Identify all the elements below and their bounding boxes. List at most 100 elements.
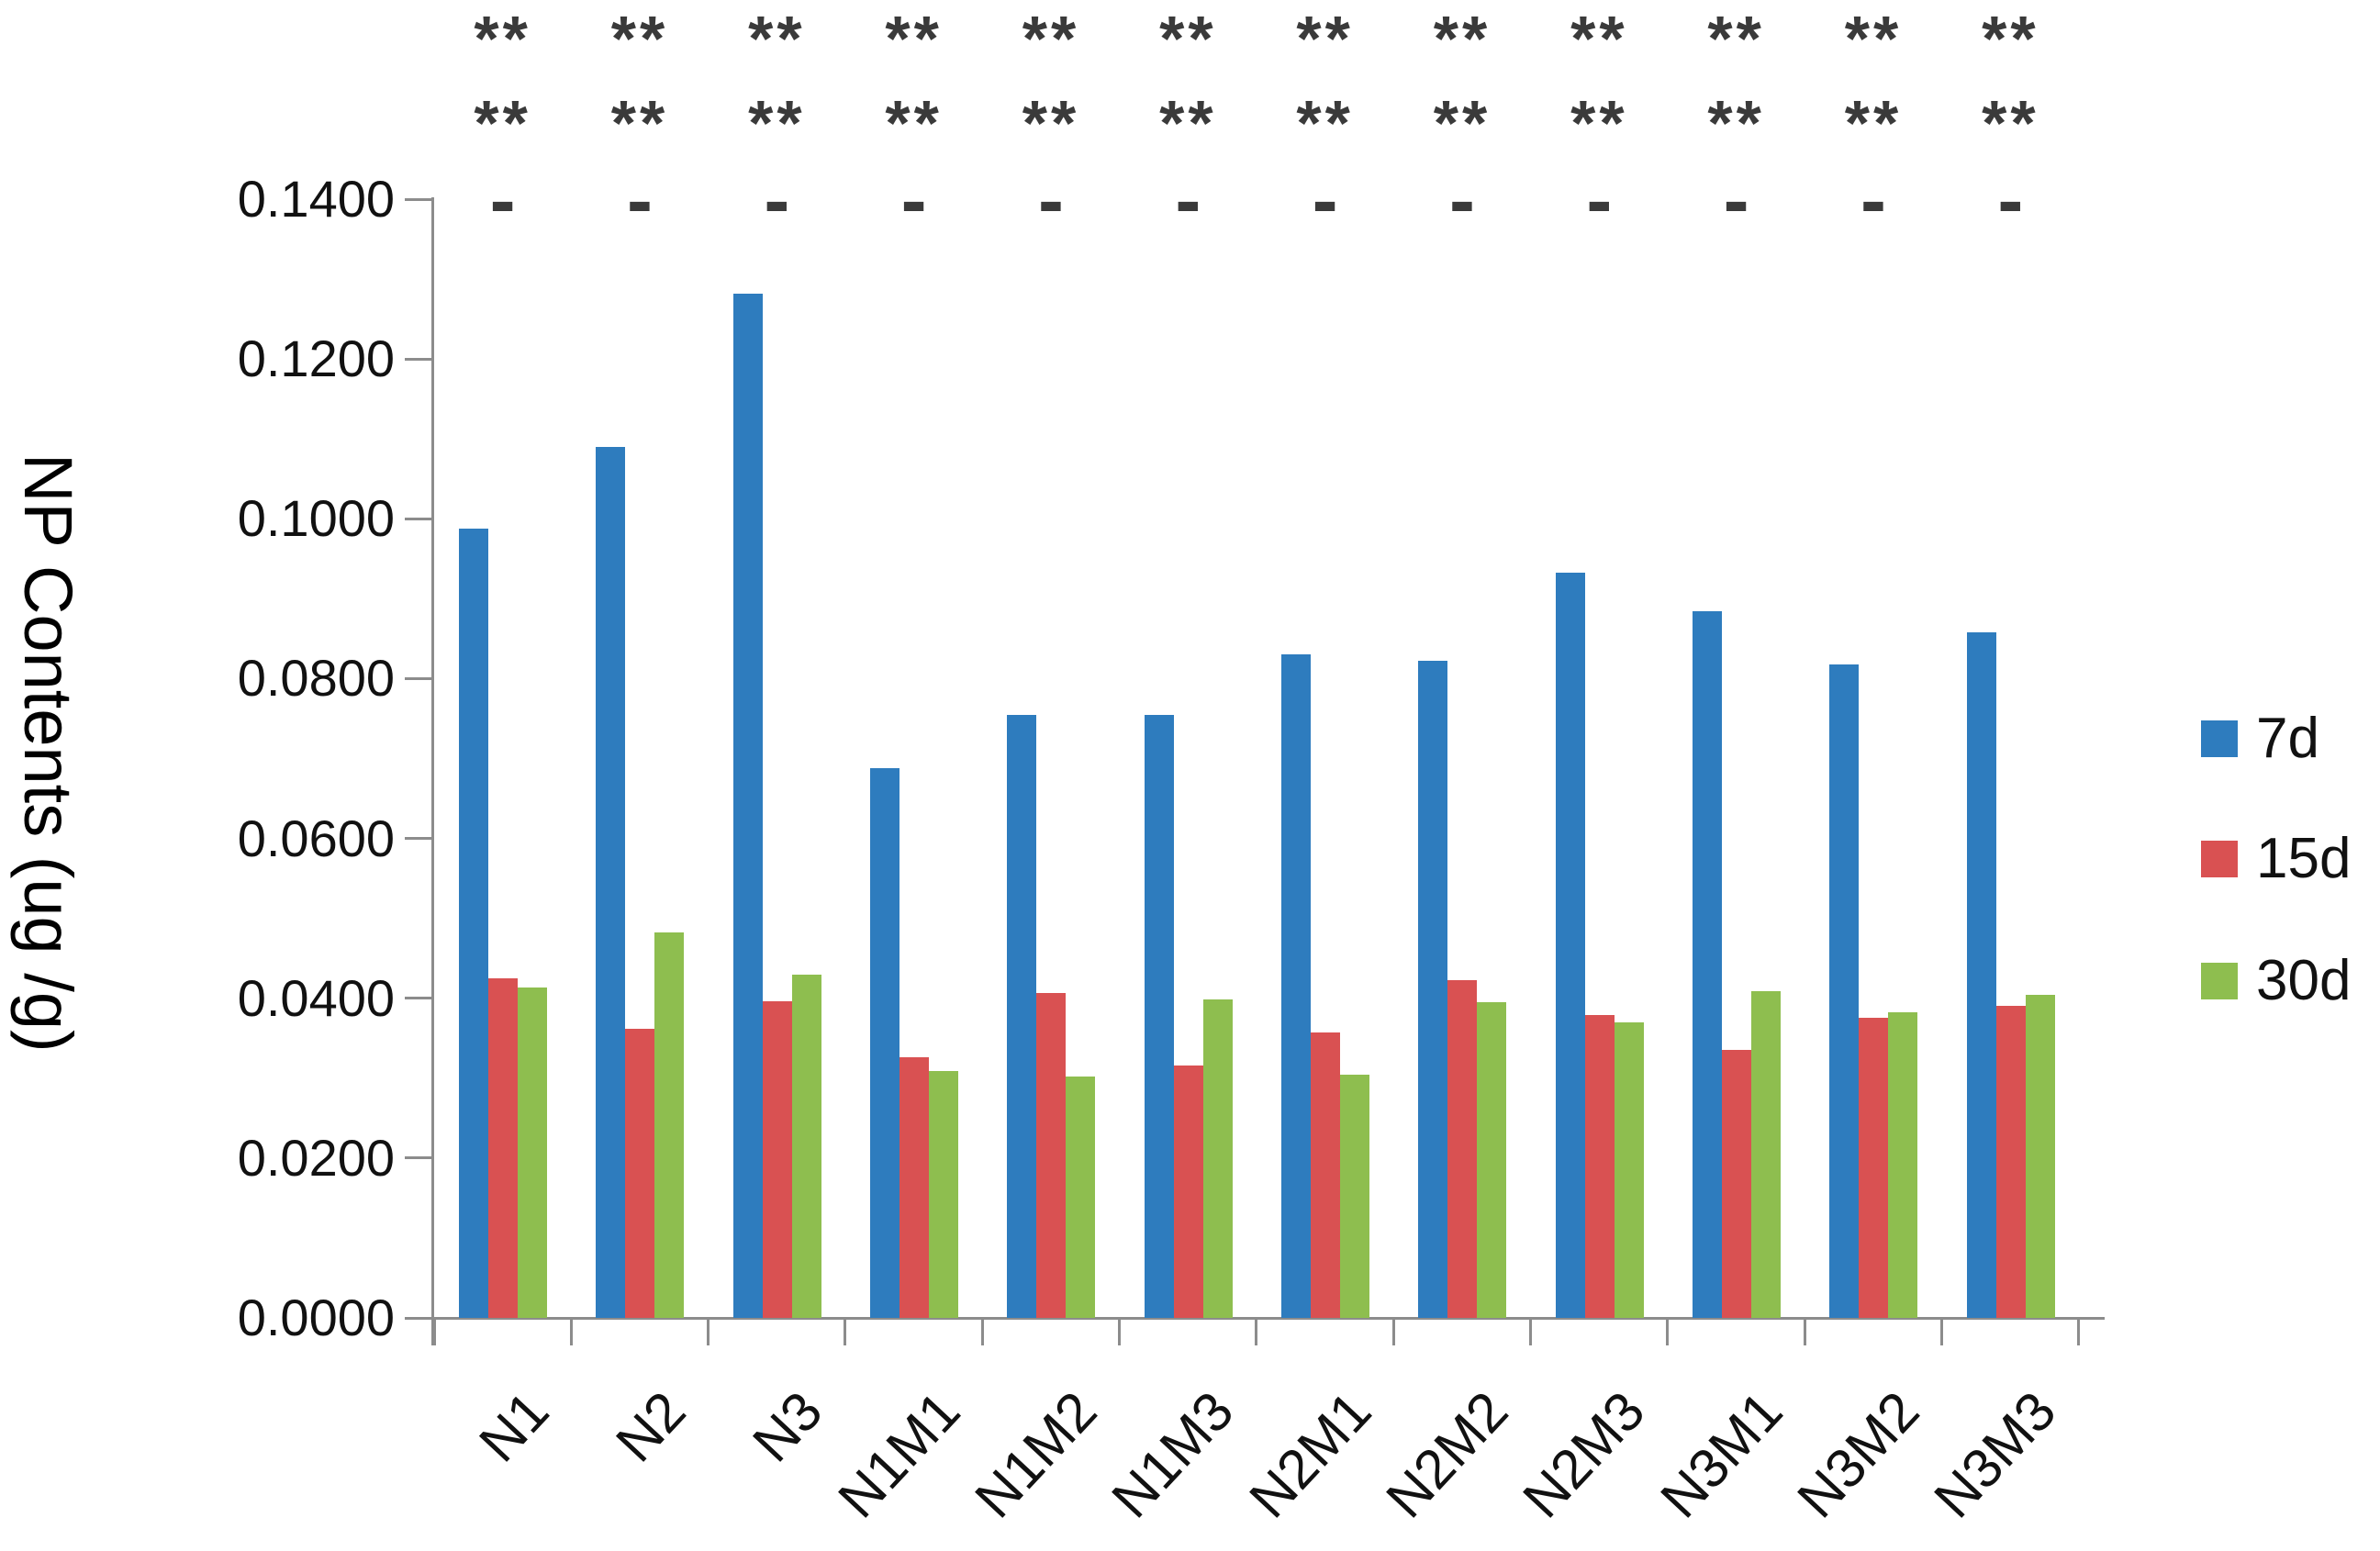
annotation-N3M2-row2: **: [1844, 87, 1903, 159]
x-tick-mark: [1255, 1318, 1258, 1345]
y-tick-mark: [405, 997, 432, 1000]
bar-7d-N3: [732, 294, 763, 1318]
bar-7d-N2M3: [1555, 573, 1585, 1318]
bar-15d-N3M3: [1995, 1006, 2026, 1318]
y-tick-label: 0.1400: [237, 170, 395, 228]
bar-30d-N3M3: [2025, 995, 2055, 1318]
annotation-N1-row2: **: [474, 87, 531, 159]
y-tick-label: 0.0600: [237, 809, 395, 867]
annotation-N3-row1: **: [748, 3, 806, 74]
annotation-N2M2-row1: **: [1433, 3, 1492, 74]
annotation-N3M1-row1: **: [1707, 3, 1765, 74]
y-tick-label: 0.0400: [237, 968, 395, 1027]
bar-7d-N1: [459, 529, 488, 1318]
y-tick-label: 0.0800: [237, 649, 395, 708]
bar-30d-N2M2: [1477, 1002, 1507, 1318]
bar-30d-N2: [654, 932, 685, 1318]
annotation-N1-row3: -: [489, 157, 516, 243]
bar-7d-N3M2: [1829, 664, 1860, 1318]
annotation-N3-row2: **: [748, 87, 806, 159]
legend-item-15d: 15d: [2201, 827, 2352, 890]
y-tick-label: 0.1200: [237, 329, 395, 388]
legend-label-15d: 15d: [2256, 827, 2352, 890]
annotation-N1M3-row2: **: [1159, 87, 1217, 159]
annotation-N2M3-row3: -: [1586, 157, 1613, 243]
annotation-N1M3-row1: **: [1159, 3, 1217, 74]
bar-15d-N2M2: [1447, 980, 1478, 1318]
legend-label-7d: 7d: [2256, 707, 2319, 770]
bar-15d-N2M3: [1584, 1015, 1615, 1318]
x-tick-mark: [980, 1318, 984, 1345]
annotation-N3M1-row3: -: [1723, 157, 1749, 243]
bar-30d-N1: [518, 988, 547, 1318]
bar-30d-N1M2: [1066, 1077, 1096, 1318]
annotation-N3M3-row3: -: [1997, 157, 2024, 243]
annotation-N2-row2: **: [610, 87, 669, 159]
y-tick-mark: [405, 517, 432, 520]
annotation-N3M1-row2: **: [1707, 87, 1765, 159]
y-tick-label: 0.0000: [237, 1289, 395, 1346]
annotation-N1M3-row3: -: [1175, 157, 1201, 243]
annotation-N2M3-row1: **: [1570, 3, 1628, 74]
bar-30d-N2M1: [1339, 1075, 1369, 1318]
annotation-N3M2-row1: **: [1844, 3, 1903, 74]
annotation-N3M2-row3: -: [1860, 157, 1886, 243]
bar-7d-N3M3: [1966, 632, 1996, 1318]
bar-30d-N3M1: [1750, 991, 1781, 1318]
y-tick-mark: [405, 676, 432, 680]
bar-7d-N1M3: [1144, 715, 1174, 1318]
x-tick-mark: [1666, 1318, 1670, 1345]
bar-15d-N3M1: [1721, 1050, 1751, 1318]
x-tick-mark: [569, 1318, 573, 1345]
bar-7d-N2: [596, 447, 626, 1318]
bar-15d-N2M1: [1310, 1032, 1340, 1318]
annotation-N1M2-row1: **: [1022, 3, 1080, 74]
x-tick-mark: [2077, 1318, 2081, 1345]
bar-15d-N2: [625, 1029, 655, 1318]
legend-swatch-30d: [2201, 963, 2238, 999]
x-tick-mark: [432, 1318, 436, 1345]
annotation-N2M2-row2: **: [1433, 87, 1492, 159]
annotation-N3M3-row1: **: [1982, 3, 2039, 74]
bar-15d-N1M1: [899, 1057, 929, 1318]
legend-swatch-7d: [2201, 720, 2238, 757]
annotation-N3M3-row2: **: [1982, 87, 2039, 159]
bar-15d-N3M2: [1859, 1018, 1889, 1318]
x-tick-mark: [1940, 1318, 1944, 1345]
x-tick-mark: [844, 1318, 847, 1345]
bar-30d-N3M2: [1888, 1012, 1918, 1318]
annotation-N1M1-row3: -: [900, 157, 927, 243]
y-tick-mark: [405, 1316, 432, 1320]
x-tick-mark: [1118, 1318, 1122, 1345]
annotation-N2M1-row1: **: [1296, 3, 1354, 74]
y-tick-mark: [405, 197, 432, 201]
bar-15d-N1M2: [1036, 993, 1067, 1318]
legend-swatch-15d: [2201, 841, 2238, 877]
bar-15d-N1: [488, 978, 518, 1318]
y-tick-label: 0.1000: [237, 489, 395, 548]
x-tick-mark: [1803, 1318, 1806, 1345]
x-tick-mark: [707, 1318, 710, 1345]
y-tick-mark: [405, 837, 432, 841]
y-axis-line: [431, 197, 434, 1345]
annotation-N1M2-row3: -: [1037, 157, 1064, 243]
bar-30d-N1M3: [1202, 999, 1233, 1318]
annotation-N2M1-row3: -: [1312, 157, 1338, 243]
y-tick-label: 0.0200: [237, 1128, 395, 1187]
annotation-N2M3-row2: **: [1570, 87, 1628, 159]
legend-item-30d: 30d: [2201, 949, 2352, 1012]
bar-15d-N1M3: [1173, 1066, 1203, 1318]
bar-7d-N2M1: [1280, 654, 1311, 1318]
y-axis-title: NP Contents (ug /g): [10, 452, 86, 1053]
bar-30d-N2M3: [1614, 1022, 1644, 1318]
annotation-N1M2-row2: **: [1022, 87, 1080, 159]
bar-7d-N2M2: [1418, 661, 1448, 1318]
x-tick-mark: [1529, 1318, 1533, 1345]
bar-7d-N3M1: [1692, 611, 1722, 1318]
bar-30d-N3: [791, 975, 821, 1318]
annotation-N2M2-row3: -: [1448, 157, 1475, 243]
annotation-N1-row1: **: [474, 3, 531, 74]
legend-label-30d: 30d: [2256, 949, 2352, 1012]
annotation-N2-row1: **: [610, 3, 669, 74]
